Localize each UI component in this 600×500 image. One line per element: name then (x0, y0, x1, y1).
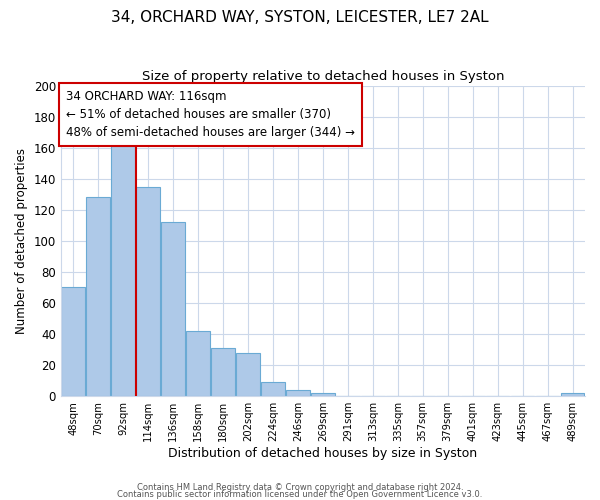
Bar (136, 186, 160, 396)
Bar (236, 352, 260, 396)
Bar (186, 331, 210, 396)
Title: Size of property relative to detached houses in Syston: Size of property relative to detached ho… (142, 70, 504, 83)
Bar (211, 348, 235, 396)
Bar (311, 393, 335, 396)
Text: Contains HM Land Registry data © Crown copyright and database right 2024.: Contains HM Land Registry data © Crown c… (137, 484, 463, 492)
Bar (61, 288, 85, 396)
Text: 34, ORCHARD WAY, SYSTON, LEICESTER, LE7 2AL: 34, ORCHARD WAY, SYSTON, LEICESTER, LE7 … (111, 10, 489, 25)
Bar (86, 198, 110, 396)
Text: 34 ORCHARD WAY: 116sqm
← 51% of detached houses are smaller (370)
48% of semi-de: 34 ORCHARD WAY: 116sqm ← 51% of detached… (66, 90, 355, 139)
Bar (560, 393, 584, 396)
Y-axis label: Number of detached properties: Number of detached properties (15, 148, 28, 334)
Bar (261, 382, 285, 396)
Text: Contains public sector information licensed under the Open Government Licence v3: Contains public sector information licen… (118, 490, 482, 499)
Bar (286, 390, 310, 396)
Bar (161, 222, 185, 396)
Bar (112, 143, 135, 396)
X-axis label: Distribution of detached houses by size in Syston: Distribution of detached houses by size … (169, 447, 478, 460)
